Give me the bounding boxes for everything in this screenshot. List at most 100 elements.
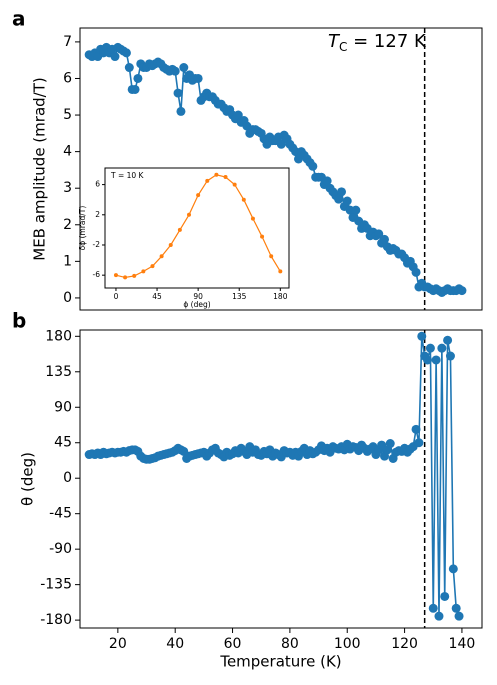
- axes-frame: [104, 167, 290, 289]
- x-tick-label: 0: [114, 292, 119, 301]
- inset-annotation: T = 10 K: [110, 171, 145, 180]
- data-point: [454, 611, 464, 621]
- data-point: [448, 564, 458, 574]
- data-point: [425, 343, 435, 353]
- y-tick-label: 5: [63, 107, 72, 123]
- data-point: [179, 63, 189, 73]
- x-tick-label: 140: [449, 636, 476, 652]
- data-point: [124, 63, 134, 73]
- tc-symbol: T: [328, 31, 341, 52]
- y-tick-label: -135: [40, 577, 72, 593]
- y-tick-label: 180: [45, 328, 72, 344]
- data-point: [168, 242, 173, 247]
- y-axis-label: δϕ (mrad/T): [78, 206, 87, 251]
- y-tick-label: 3: [63, 180, 72, 196]
- y-tick-label: 90: [54, 399, 72, 415]
- data-point: [130, 84, 140, 94]
- data-point: [411, 424, 421, 434]
- data-point: [411, 267, 421, 277]
- x-tick-label: 100: [334, 636, 361, 652]
- data-point: [214, 172, 219, 177]
- x-tick-label: 90: [193, 292, 203, 301]
- y-tick-label: 2: [95, 210, 100, 219]
- data-point: [232, 182, 237, 187]
- y-tick-label: 6: [95, 180, 100, 189]
- data-point: [170, 66, 180, 76]
- data-point: [278, 269, 283, 274]
- data-point: [177, 227, 182, 232]
- data-point: [141, 269, 146, 274]
- x-tick-label: 60: [224, 636, 242, 652]
- data-point: [196, 193, 201, 198]
- tc-subscript: C: [339, 40, 347, 54]
- data-line: [88, 336, 460, 617]
- data-point: [159, 254, 164, 259]
- data-point: [176, 106, 186, 116]
- data-point: [445, 351, 455, 361]
- data-point: [260, 234, 265, 239]
- inset-background: [105, 168, 289, 288]
- data-point: [133, 73, 143, 83]
- data-point: [351, 205, 361, 215]
- y-tick-label: -180: [40, 612, 72, 628]
- axes-frame: [79, 329, 483, 629]
- data-point: [443, 335, 453, 345]
- y-tick-label: -2: [93, 240, 101, 249]
- data-point: [380, 234, 390, 244]
- y-tick-label: 7: [63, 34, 72, 50]
- data-point: [337, 187, 347, 197]
- data-point: [428, 603, 438, 613]
- data-point: [308, 161, 318, 171]
- x-tick-label: 80: [281, 636, 299, 652]
- data-point: [223, 175, 228, 180]
- y-tick-label: 2: [63, 217, 72, 233]
- data-point: [269, 254, 274, 259]
- y-tick-label: 6: [63, 70, 72, 86]
- x-tick-label: 45: [152, 292, 162, 301]
- data-point: [113, 273, 118, 278]
- data-point: [342, 196, 352, 206]
- data-point: [374, 229, 384, 239]
- data-point: [437, 343, 447, 353]
- x-tick-label: 135: [232, 292, 247, 301]
- y-tick-label: 0: [63, 290, 72, 306]
- x-tick-label: 40: [166, 636, 184, 652]
- y-tick-label: -6: [93, 270, 101, 279]
- x-tick-label: 180: [273, 292, 288, 301]
- data-point: [431, 355, 441, 365]
- data-point: [451, 603, 461, 613]
- data-point: [423, 355, 433, 365]
- data-point: [173, 88, 183, 98]
- tc-value: = 127 K: [347, 31, 427, 52]
- y-tick-label: 4: [63, 144, 72, 160]
- data-point: [440, 591, 450, 601]
- data-point: [322, 176, 332, 186]
- data-point: [457, 286, 467, 296]
- y-tick-label: 1: [63, 253, 72, 269]
- axes-frame: [79, 27, 483, 311]
- x-tick-label: 20: [109, 636, 127, 652]
- y-tick-label: -45: [49, 506, 72, 522]
- tc-annotation: TC = 127 K: [328, 31, 427, 54]
- x-tick-label: 120: [391, 636, 418, 652]
- data-point: [250, 216, 255, 221]
- data-point: [187, 212, 192, 217]
- data-point: [233, 110, 243, 120]
- y-tick-label: -90: [49, 541, 72, 557]
- y-axis-label: MEB amplitude (mrad/T): [31, 77, 49, 260]
- y-axis-label: θ (deg): [19, 452, 37, 506]
- data-point: [132, 273, 137, 278]
- data-point: [414, 438, 424, 448]
- data-point: [334, 194, 344, 204]
- data-point: [241, 197, 246, 202]
- data-point: [150, 264, 155, 269]
- y-tick-label: 45: [54, 435, 72, 451]
- data-point: [276, 139, 286, 149]
- data-point: [110, 52, 120, 62]
- data-point: [123, 275, 128, 280]
- x-axis-label: Temperature (K): [219, 653, 341, 671]
- data-point: [385, 439, 395, 449]
- data-point: [417, 331, 427, 341]
- data-point: [193, 73, 203, 83]
